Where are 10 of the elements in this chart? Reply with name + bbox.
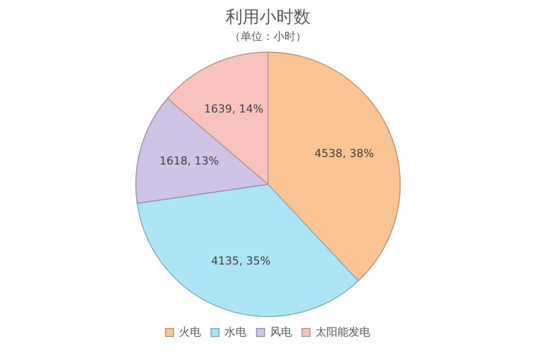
legend-label: 水电 bbox=[224, 325, 246, 338]
data-label: 4135, 35% bbox=[211, 254, 271, 268]
chart-title: 利用小时数 bbox=[226, 8, 310, 28]
legend-label: 火电 bbox=[179, 325, 201, 338]
data-label: 1639, 14% bbox=[204, 102, 264, 116]
chart-subtitle: （单位：小时） bbox=[230, 30, 306, 43]
legend-label: 太阳能发电 bbox=[316, 325, 370, 338]
data-label: 4538, 38% bbox=[314, 147, 374, 160]
legend-label: 风电 bbox=[270, 325, 292, 338]
data-label: 1618, 13% bbox=[160, 154, 219, 168]
